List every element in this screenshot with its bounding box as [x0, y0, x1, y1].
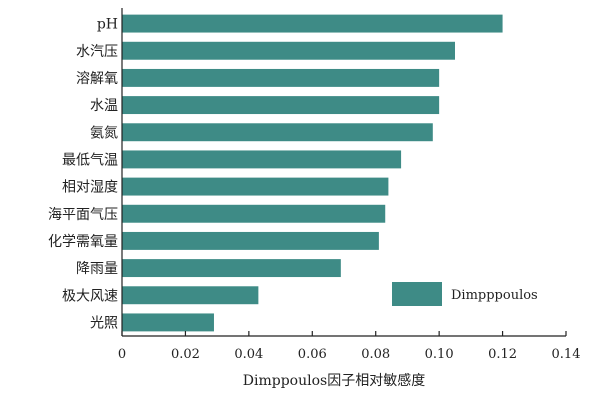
bar-3 — [122, 68, 440, 87]
category-label: 溶解氧 — [76, 71, 118, 87]
bars-group — [122, 14, 503, 332]
category-label: 海平面气压 — [48, 207, 118, 223]
bar-2 — [122, 41, 455, 60]
category-label: 化学需氧量 — [48, 234, 118, 250]
category-label: 相对湿度 — [62, 180, 118, 196]
x-tick-label: 0.04 — [234, 347, 263, 362]
x-tick-label: 0.14 — [552, 347, 581, 362]
category-label: pH — [97, 17, 118, 33]
bar-10 — [122, 259, 341, 278]
category-label: 水汽压 — [76, 44, 118, 60]
bar-11 — [122, 286, 259, 305]
x-tick-label: 0.02 — [171, 347, 200, 362]
category-label: 水温 — [90, 98, 118, 114]
x-tick-label: 0.08 — [361, 347, 390, 362]
x-tick-label: 0.12 — [488, 347, 517, 362]
legend: Dimpppoulos — [392, 282, 538, 306]
category-label: 降雨量 — [76, 261, 118, 277]
bar-1 — [122, 14, 503, 33]
bar-9 — [122, 231, 379, 250]
x-tick-label: 0 — [118, 347, 126, 362]
x-tick-label: 0.06 — [298, 347, 327, 362]
bar-7 — [122, 177, 389, 196]
category-label: 光照 — [90, 315, 118, 331]
x-ticks: 0 0.02 0.04 0.06 0.08 0.10 0.12 0.14 — [118, 331, 581, 362]
category-label: 极大风速 — [62, 288, 118, 304]
bar-6 — [122, 150, 402, 169]
bar-4 — [122, 96, 440, 115]
bar-12 — [122, 313, 214, 332]
bar-5 — [122, 123, 433, 142]
bar-8 — [122, 204, 386, 223]
x-axis-title: Dimppoulos因子相对敏感度 — [243, 372, 425, 389]
category-label: 氨氮 — [90, 125, 118, 141]
legend-label: Dimpppoulos — [451, 288, 538, 303]
category-label: 最低气温 — [62, 152, 118, 168]
legend-swatch — [392, 282, 442, 306]
x-tick-label: 0.10 — [425, 347, 454, 362]
